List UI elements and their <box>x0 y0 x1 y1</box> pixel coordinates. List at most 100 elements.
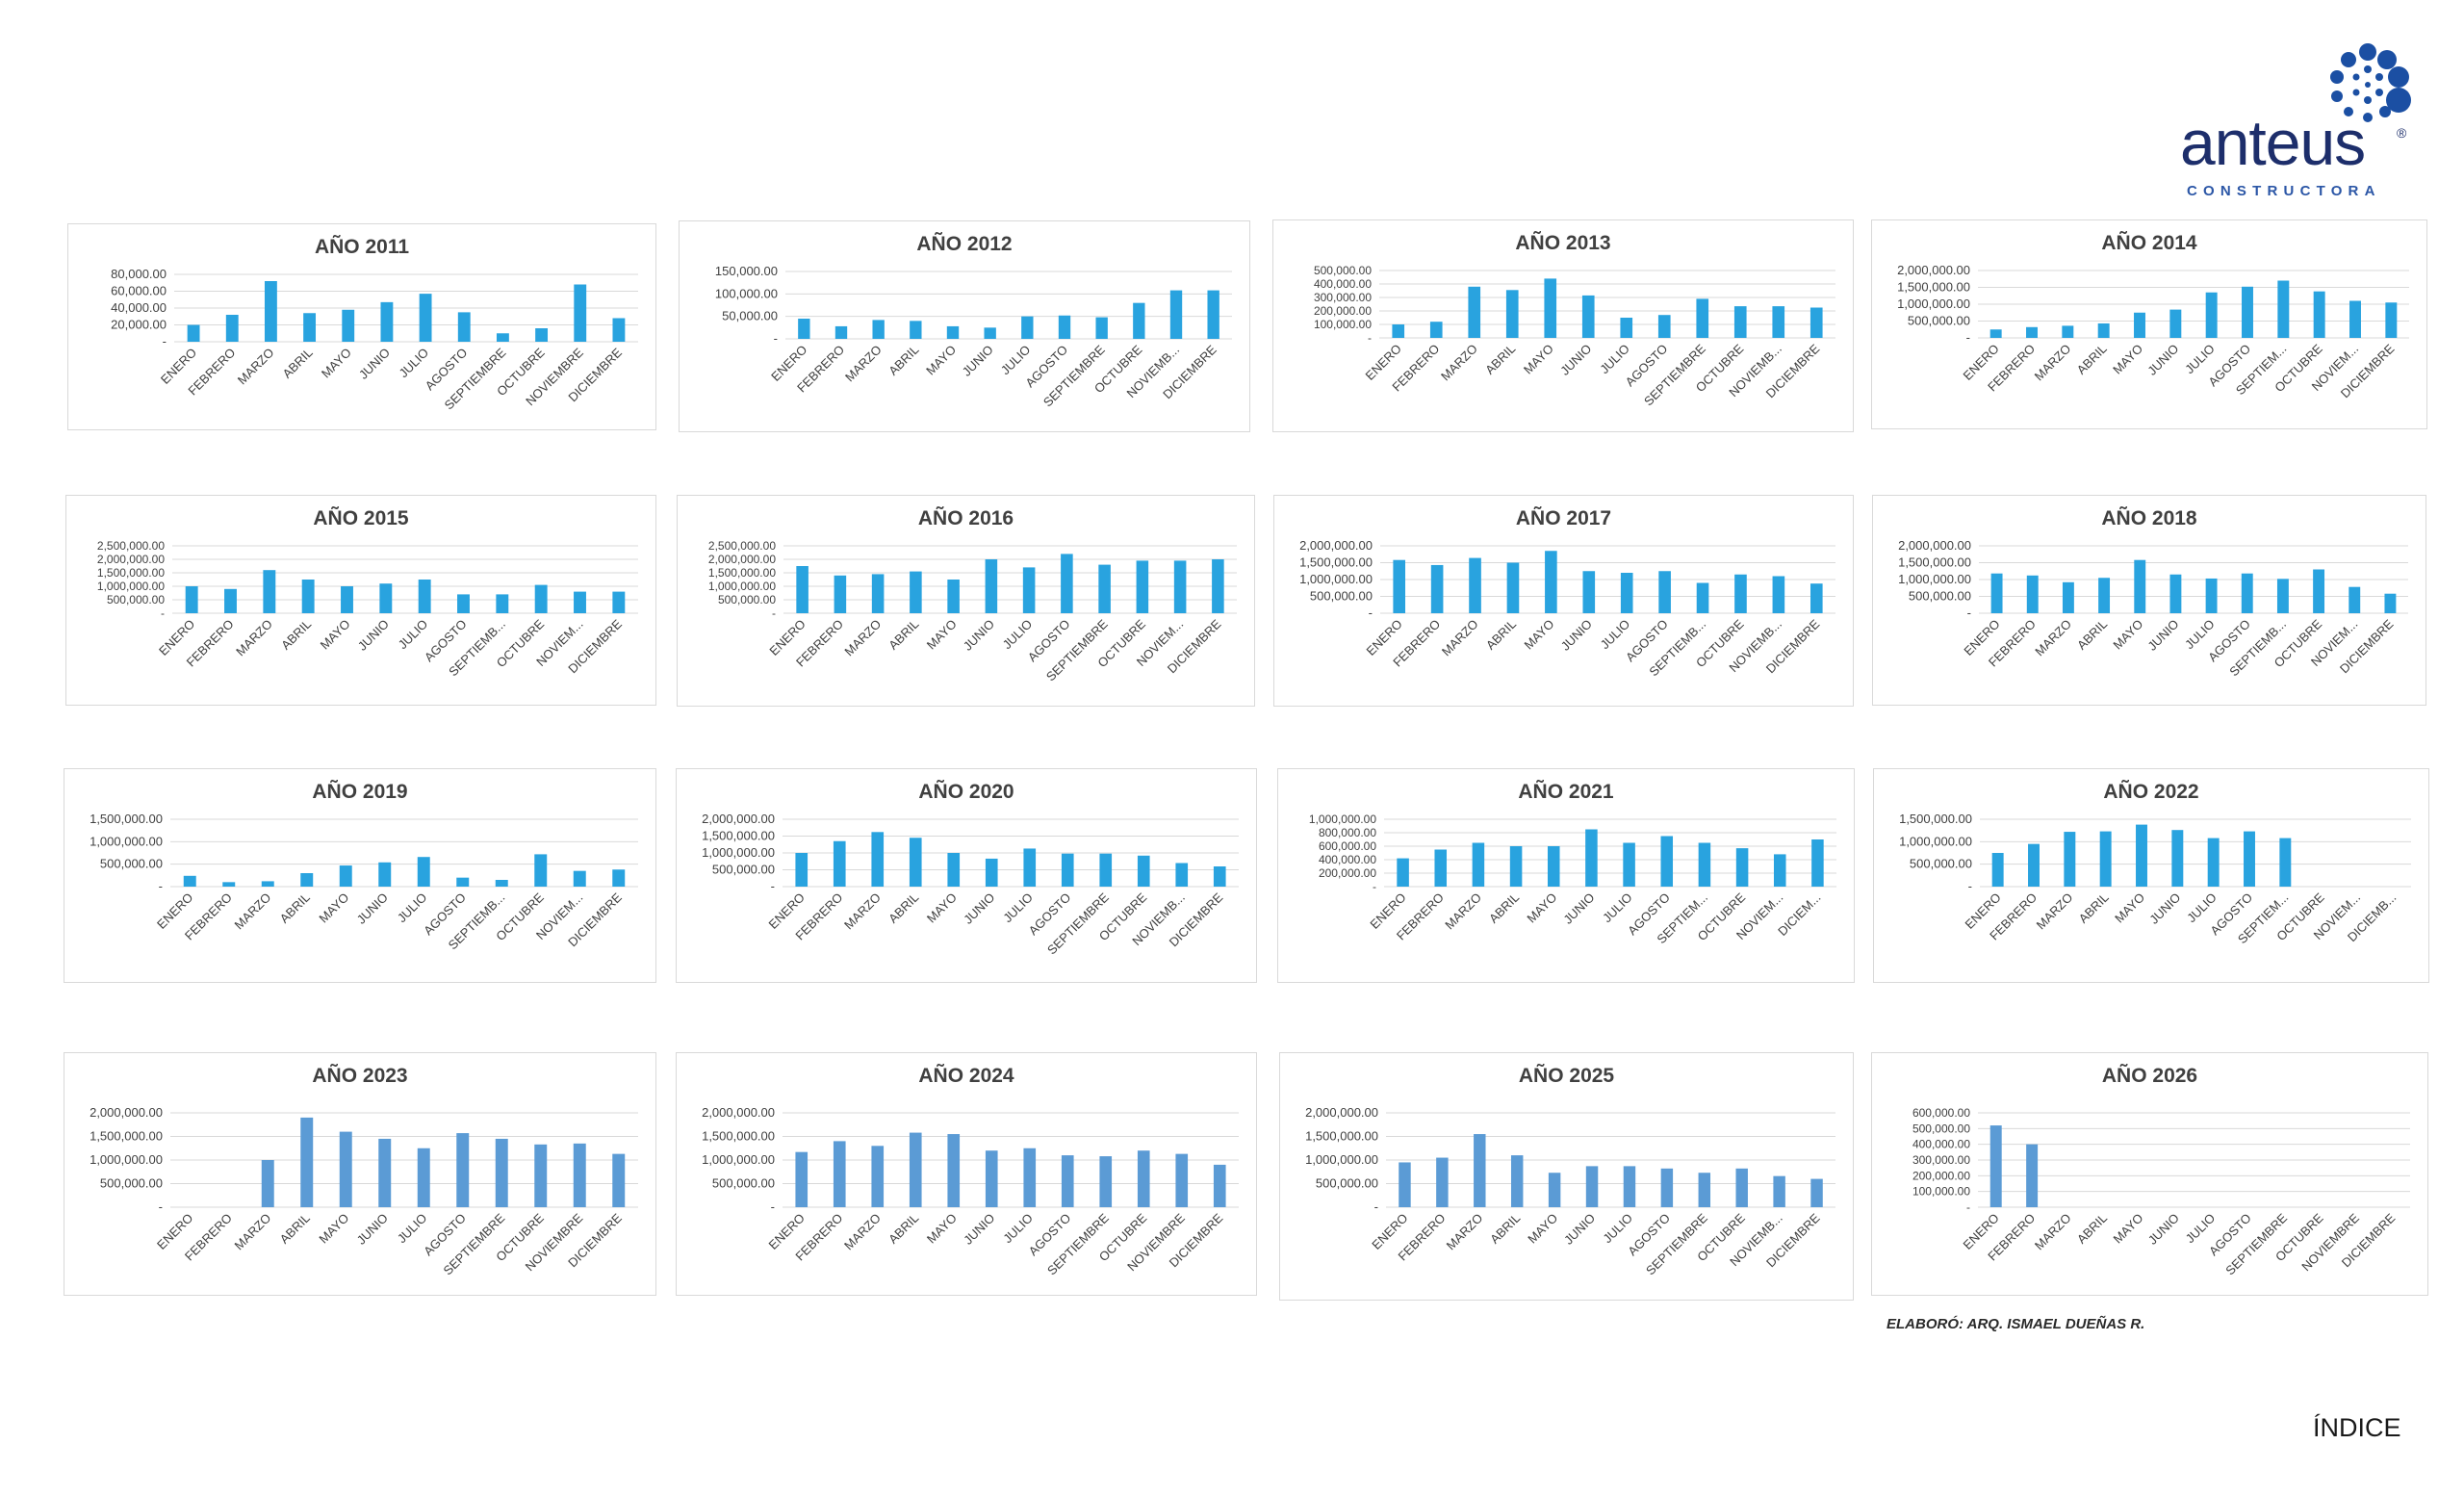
logo-dot <box>2341 52 2356 67</box>
x-tick-label: MAYO <box>2110 342 2145 377</box>
x-tick-label: ABRIL <box>1487 1211 1523 1247</box>
chart-title: AÑO 2020 <box>918 781 1014 803</box>
bar <box>2205 292 2218 338</box>
y-tick-label: 1,500,000.00 <box>90 812 163 826</box>
bar <box>871 1146 885 1207</box>
bar <box>1429 322 1443 338</box>
bar <box>574 591 586 613</box>
bar <box>1399 1162 1411 1207</box>
bar <box>1022 567 1036 613</box>
bar <box>1023 848 1037 887</box>
bar <box>300 873 314 887</box>
bar <box>1095 317 1108 339</box>
x-tick-label: ABRIL <box>1482 342 1518 377</box>
x-tick-label: JULIO <box>1600 890 1635 926</box>
bar <box>1505 290 1519 338</box>
bar <box>2241 573 2253 613</box>
bar <box>798 319 810 339</box>
bar <box>2134 312 2145 338</box>
x-tick-label: MAYO <box>2112 890 2147 926</box>
bar <box>946 325 960 339</box>
bar <box>1623 1166 1636 1207</box>
logo-dot <box>2331 90 2343 102</box>
index-link[interactable]: ÍNDICE <box>2313 1413 2401 1442</box>
x-tick-label: MARZO <box>841 890 884 933</box>
x-tick-label: MAYO <box>318 617 353 653</box>
chart-card-2019: AÑO 2019 - 500,000.00 1,000,000.00 1,500,000… <box>64 768 656 983</box>
y-tick-label: - <box>771 1199 775 1214</box>
bar <box>417 857 430 887</box>
bar <box>2207 838 2220 887</box>
logo-dot <box>2363 113 2373 122</box>
x-tick-label: JULIO <box>1598 617 1633 653</box>
bar <box>612 869 626 887</box>
chart-title: AÑO 2018 <box>2101 507 2197 529</box>
x-tick-label: ABRIL <box>886 343 921 378</box>
logo-dot <box>2377 50 2397 69</box>
bar <box>339 865 352 887</box>
bar <box>1469 557 1481 613</box>
y-tick-label: 2,000,000.00 <box>708 553 776 566</box>
bar <box>457 594 470 613</box>
x-tick-label: JULIO <box>998 343 1034 378</box>
chart-title: AÑO 2016 <box>918 507 1014 529</box>
y-tick-label: 200,000.00 <box>1319 866 1376 880</box>
x-tick-label: ABRIL <box>886 890 921 926</box>
bar <box>222 882 236 887</box>
y-tick-label: 1,500,000.00 <box>702 829 775 843</box>
bar <box>910 321 922 339</box>
bar <box>833 840 846 887</box>
bar <box>225 315 239 342</box>
x-tick-label: MAYO <box>1521 342 1556 377</box>
y-tick-label: 2,000,000.00 <box>90 1105 163 1120</box>
bar <box>2313 291 2325 338</box>
y-tick-label: 1,000,000.00 <box>708 580 776 593</box>
bar <box>984 327 996 339</box>
y-tick-label: - <box>159 879 163 893</box>
y-tick-label: 1,000,000.00 <box>97 580 165 593</box>
x-tick-label: MAYO <box>924 617 960 653</box>
x-tick-label: JUNIO <box>354 890 391 927</box>
x-tick-label: ABRIL <box>277 890 313 926</box>
x-tick-label: MARZO <box>841 1211 884 1253</box>
chart-card-2015: AÑO 2015 -500,000.00 1,000,000.00 1,500,000… <box>65 495 656 706</box>
x-tick-label: MAYO <box>316 890 351 926</box>
y-tick-label: 500,000.00 <box>712 1176 775 1191</box>
x-tick-label: MARZO <box>233 617 275 659</box>
x-tick-label: MARZO <box>842 343 885 385</box>
bar <box>341 586 353 613</box>
x-tick-label: JUNIO <box>961 617 997 654</box>
chart-title: AÑO 2019 <box>312 781 407 803</box>
bar <box>1623 842 1635 887</box>
logo-dot <box>2375 73 2383 81</box>
bar <box>2384 593 2397 613</box>
chart-title: AÑO 2012 <box>916 233 1012 255</box>
x-tick-label: MARZO <box>2032 342 2074 384</box>
y-tick-label: 1,500,000.00 <box>1305 1129 1378 1144</box>
bar <box>910 571 922 613</box>
bar-chart: AÑO 2022 - 500,000.00 1,000,000.00 1,500,000… <box>1899 781 2411 946</box>
bar <box>185 586 198 613</box>
bar <box>264 281 277 342</box>
bar <box>1660 836 1674 887</box>
bar <box>1175 1153 1189 1207</box>
brand-name: anteus <box>2180 107 2366 178</box>
bar <box>1510 1155 1524 1207</box>
x-tick-label: JUNIO <box>2146 890 2183 927</box>
bar <box>495 1138 508 1207</box>
y-tick-label: - <box>772 606 776 620</box>
y-tick-label: 100,000.00 <box>1912 1185 1970 1199</box>
chart-title: AÑO 2015 <box>313 507 409 529</box>
y-tick-label: 1,500,000.00 <box>97 566 165 580</box>
y-tick-label: 500,000.00 <box>1909 589 1971 604</box>
x-tick-label: MAYO <box>1525 1211 1560 1247</box>
y-tick-label: 150,000.00 <box>715 264 778 278</box>
x-tick-label: JUNIO <box>960 343 996 379</box>
y-tick-label: - <box>1368 331 1372 345</box>
x-tick-label: JULIO <box>1000 890 1036 926</box>
x-tick-label: MAYO <box>2110 617 2145 653</box>
bar <box>1991 853 2004 887</box>
bar <box>417 1148 430 1207</box>
x-tick-label: MARZO <box>232 1211 274 1253</box>
bar <box>534 584 548 613</box>
